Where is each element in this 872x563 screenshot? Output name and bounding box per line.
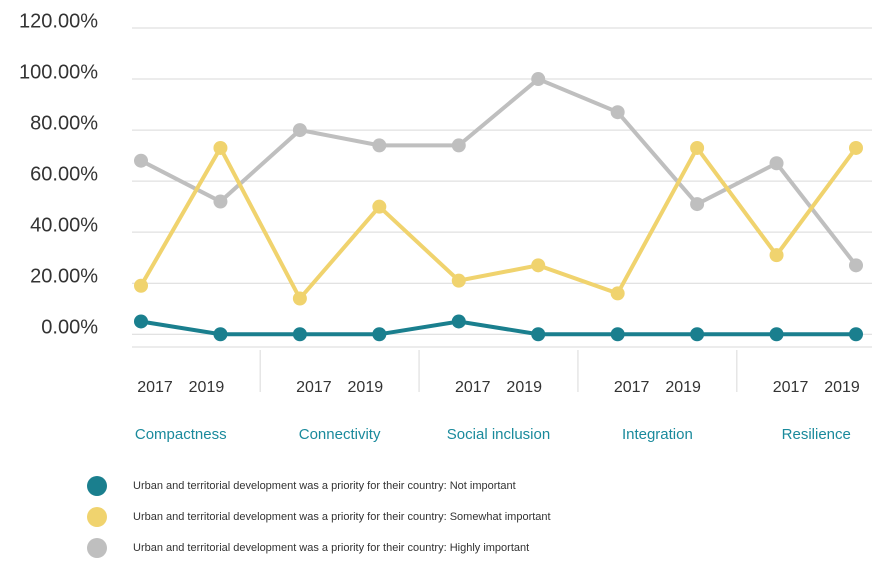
data-point xyxy=(849,258,863,273)
data-point xyxy=(769,248,784,263)
legend-label: Urban and territorial development was a … xyxy=(133,542,529,554)
data-point xyxy=(849,327,863,342)
data-point xyxy=(134,278,148,293)
data-point xyxy=(690,327,705,342)
data-point xyxy=(451,273,466,288)
data-point xyxy=(531,258,546,273)
data-point xyxy=(372,199,387,214)
x-tick-label: 2017 xyxy=(296,379,332,396)
x-tick-label: 2019 xyxy=(665,379,701,396)
data-point xyxy=(690,140,705,155)
data-point xyxy=(451,138,466,153)
series-line xyxy=(139,143,858,303)
data-point xyxy=(292,327,307,342)
data-point xyxy=(849,140,863,155)
data-point xyxy=(213,194,228,209)
data-point xyxy=(769,327,784,342)
group-label: Compactness xyxy=(135,426,227,443)
y-tick-label: 60.00% xyxy=(30,163,98,185)
data-point xyxy=(292,291,307,306)
data-point xyxy=(213,327,228,342)
x-tick-label: 2017 xyxy=(137,379,173,396)
data-point xyxy=(134,153,148,168)
x-tick-label: 2019 xyxy=(506,379,542,396)
series-line xyxy=(140,76,858,267)
data-point xyxy=(610,327,625,342)
x-tick-label: 2019 xyxy=(348,379,384,396)
data-point xyxy=(531,327,546,342)
legend-marker xyxy=(87,476,107,496)
y-tick-label: 100.00% xyxy=(19,61,98,83)
data-point xyxy=(292,123,307,138)
data-point xyxy=(372,327,387,342)
y-tick-label: 0.00% xyxy=(41,317,98,339)
legend-label: Urban and territorial development was a … xyxy=(133,511,551,523)
x-tick-label: 2017 xyxy=(614,379,650,396)
y-tick-label: 40.00% xyxy=(30,214,98,236)
x-tick-label: 2017 xyxy=(773,379,809,396)
series-line xyxy=(140,319,856,337)
data-point xyxy=(134,314,148,329)
y-tick-label: 80.00% xyxy=(30,112,98,134)
data-point xyxy=(372,138,387,153)
legend-marker xyxy=(87,538,107,558)
data-point xyxy=(690,197,705,212)
data-point xyxy=(610,286,625,301)
group-label: Social inclusion xyxy=(447,426,550,443)
y-tick-label: 20.00% xyxy=(30,265,98,287)
data-point xyxy=(610,105,625,120)
x-tick-label: 2019 xyxy=(824,379,860,396)
legend-marker xyxy=(87,507,107,527)
y-tick-label: 120.00% xyxy=(19,10,98,32)
x-tick-label: 2017 xyxy=(455,379,491,396)
data-point xyxy=(769,156,784,171)
x-tick-label: 2019 xyxy=(189,379,225,396)
group-label: Integration xyxy=(622,426,693,443)
group-label: Resilience xyxy=(782,426,851,443)
data-point xyxy=(531,72,546,87)
data-point xyxy=(213,140,228,155)
legend-label: Urban and territorial development was a … xyxy=(133,480,516,492)
data-point xyxy=(451,314,466,329)
group-label: Connectivity xyxy=(299,426,381,443)
